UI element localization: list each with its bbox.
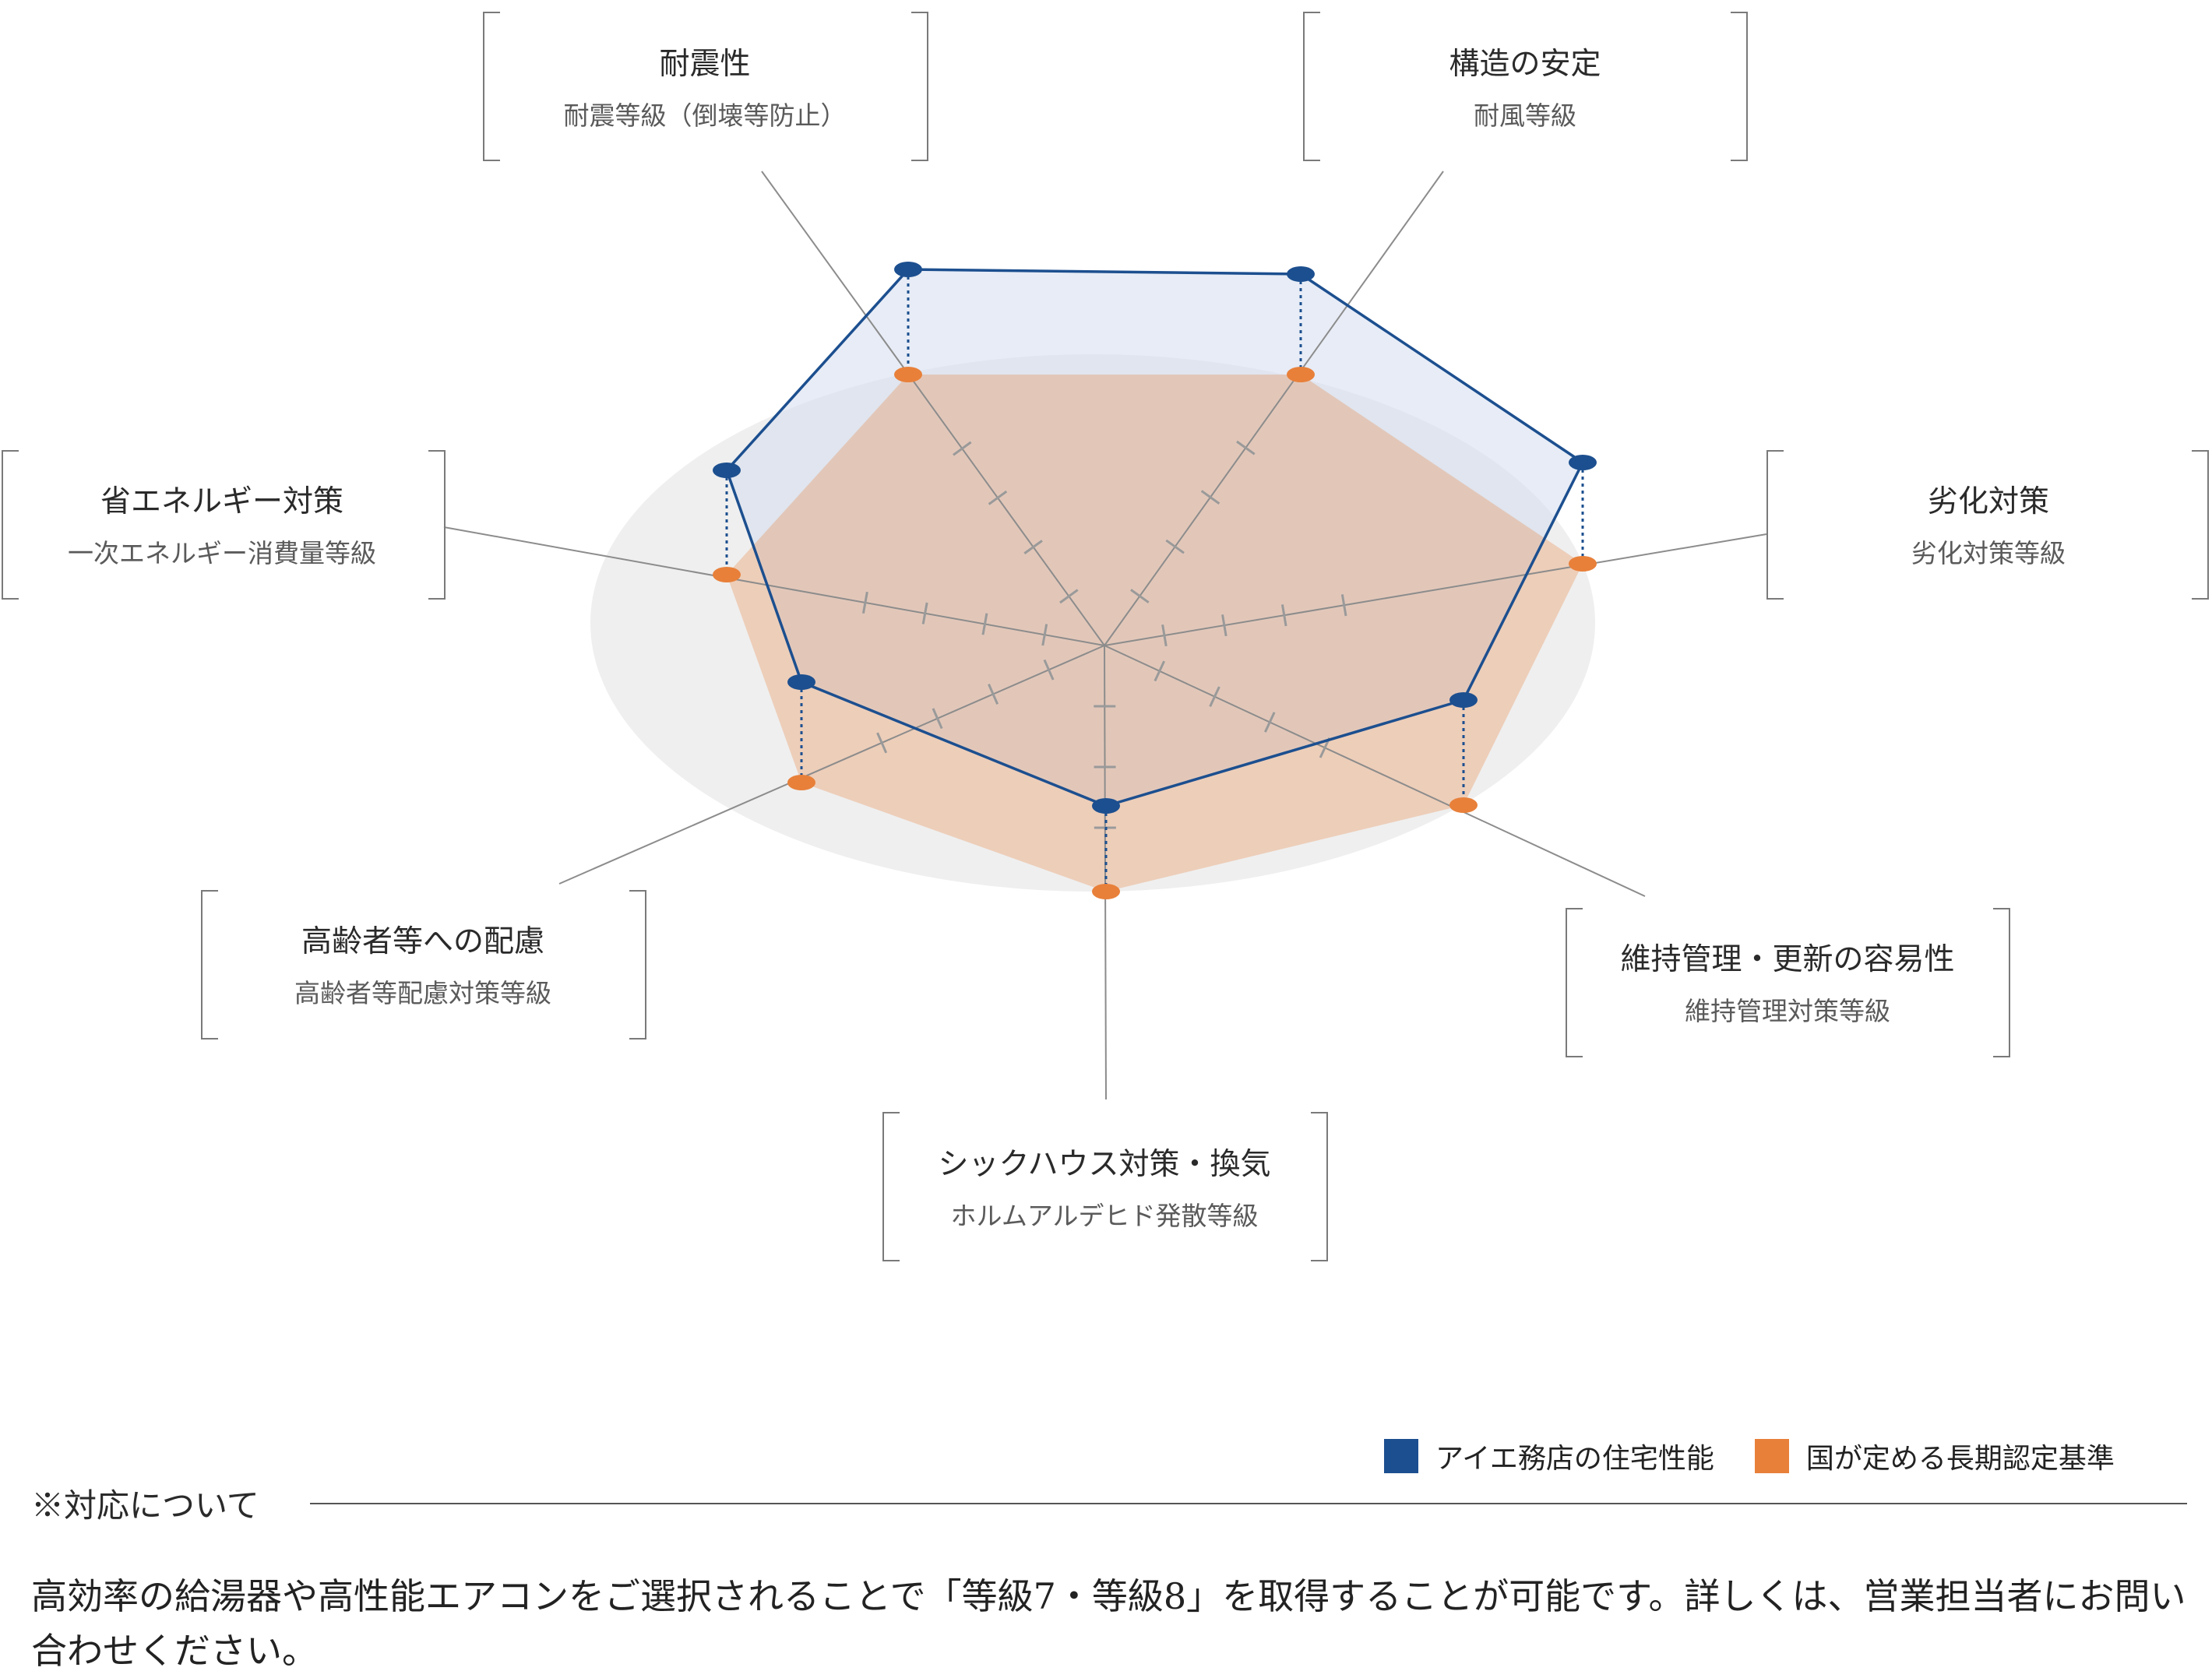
axis-tick-deterioration — [1340, 594, 1347, 617]
axis-tick-energy — [981, 613, 988, 635]
point-company-maintenance — [1449, 692, 1478, 708]
legend-item-national: 国が定める長期認定基準 — [1754, 1436, 2115, 1476]
bracket-left — [1566, 908, 1583, 1057]
axis-title: 維持管理・更新の容易性 — [1620, 942, 1955, 977]
point-company-sickhouse — [1092, 798, 1120, 814]
bracket-right — [428, 450, 446, 600]
axis-tick-maintenance — [1209, 686, 1220, 707]
bracket-left — [1766, 450, 1784, 600]
point-national-elderly — [787, 775, 815, 790]
bracket-left — [2, 450, 19, 600]
axis-line-energy — [443, 526, 1105, 646]
axis-tick-structure — [1130, 589, 1150, 603]
axis-tick-elderly — [988, 684, 999, 705]
axis-tick-elderly — [876, 732, 888, 754]
legend-label-company: アイエ務店の住宅性能 — [1435, 1443, 1714, 1475]
note-body: 高効率の給湯器や高性能エアコンをご選択されることで「等級7・等級8」を取得するこ… — [31, 1575, 2186, 1672]
axis-subtitle: 維持管理対策等級 — [1685, 995, 1890, 1026]
point-company-structure — [1287, 266, 1315, 282]
axis-tick-maintenance — [1264, 712, 1276, 733]
point-national-deterioration — [1569, 556, 1597, 572]
note-divider — [310, 1503, 2187, 1504]
bracket-left — [483, 12, 500, 161]
axis-line-deterioration — [1104, 533, 1767, 646]
axis-title: 劣化対策 — [1927, 484, 2049, 519]
axis-subtitle: 劣化対策等級 — [1911, 537, 2066, 568]
point-national-structure — [1287, 367, 1315, 382]
point-national-energy — [713, 567, 741, 582]
axis-label-earthquake: 耐震性 耐震等級（倒壊等防止） — [483, 47, 927, 131]
bracket-left — [882, 1112, 900, 1261]
axis-subtitle: 一次エネルギー消費量等級 — [68, 537, 376, 568]
axis-title: シックハウス対策・換気 — [938, 1147, 1271, 1182]
axis-tick-structure — [1200, 490, 1220, 505]
axis-label-sickhouse: シックハウス対策・換気 ホルムアルデヒド発散等級 — [882, 1147, 1326, 1231]
axis-line-elderly — [558, 645, 1105, 885]
point-company-elderly — [787, 674, 815, 690]
chart-legend: アイエ務店の住宅性能 国が定める長期認定基準 — [1384, 1436, 2155, 1476]
legend-item-company: アイエ務店の住宅性能 — [1384, 1436, 1714, 1476]
legend-label-national: 国が定める長期認定基準 — [1805, 1443, 2115, 1475]
axis-tick-deterioration — [1280, 604, 1287, 627]
point-national-earthquake — [894, 367, 922, 382]
axis-label-maintenance: 維持管理・更新の容易性 維持管理対策等級 — [1566, 942, 2009, 1026]
point-company-earthquake — [894, 262, 922, 277]
axis-tick-energy — [861, 591, 868, 614]
axis-tick-deterioration — [1221, 614, 1228, 637]
series-line-company — [725, 268, 1584, 807]
legend-swatch-company — [1384, 1439, 1418, 1473]
bracket-right — [1731, 12, 1748, 161]
axis-tick-structure — [1165, 539, 1185, 554]
axis-tick-energy — [1041, 624, 1048, 646]
axis-label-deterioration: 劣化対策 劣化対策等級 — [1766, 484, 2210, 568]
axis-title: 耐震性 — [659, 47, 751, 82]
point-national-maintenance — [1449, 797, 1478, 813]
axis-tick-elderly — [1043, 659, 1055, 681]
bracket-right — [2192, 450, 2209, 600]
axis-tick-energy — [921, 602, 928, 624]
axis-tick-structure — [1236, 440, 1256, 456]
point-national-sickhouse — [1092, 884, 1120, 899]
axis-tick-earthquake — [1059, 589, 1079, 604]
bracket-left — [1303, 12, 1320, 161]
axis-title: 構造の安定 — [1449, 47, 1601, 82]
axis-tick-earthquake — [953, 441, 972, 456]
note-title: ※対応について — [31, 1486, 259, 1525]
axis-tick-earthquake — [1023, 540, 1043, 554]
axis-tick-earthquake — [988, 490, 1008, 505]
axis-title: 高齢者等への配慮 — [301, 924, 544, 959]
axis-subtitle: 高齢者等配慮対策等級 — [294, 977, 551, 1008]
axis-label-elderly: 高齢者等への配慮 高齢者等配慮対策等級 — [201, 924, 645, 1008]
bracket-right — [1311, 1112, 1328, 1261]
series-fill-company — [727, 269, 1583, 806]
point-company-energy — [713, 463, 741, 478]
axis-label-energy: 省エネルギー対策 一次エネルギー消費量等級 — [0, 484, 444, 568]
bracket-right — [1993, 908, 2010, 1057]
legend-swatch-national — [1754, 1439, 1789, 1473]
axis-tick-elderly — [932, 708, 943, 730]
axis-tick-maintenance — [1154, 660, 1166, 682]
axis-subtitle: ホルムアルデヒド発散等級 — [950, 1200, 1259, 1231]
axis-subtitle: 耐風等級 — [1474, 100, 1576, 131]
point-company-deterioration — [1569, 455, 1597, 470]
axis-line-maintenance — [1104, 645, 1646, 897]
axis-subtitle: 耐震等級（倒壊等防止） — [563, 100, 847, 131]
bracket-right — [911, 12, 928, 161]
axis-title: 省エネルギー対策 — [100, 484, 343, 519]
bracket-left — [201, 890, 218, 1040]
axis-label-structure: 構造の安定 耐風等級 — [1303, 47, 1747, 131]
axis-line-earthquake — [761, 171, 1105, 646]
axis-line-sickhouse — [1104, 645, 1107, 1100]
radar-chart — [443, 171, 1767, 1100]
axis-line-structure — [1104, 171, 1444, 646]
axis-tick-deterioration — [1161, 624, 1168, 647]
bracket-right — [629, 890, 646, 1040]
series-fill-national — [727, 375, 1583, 892]
